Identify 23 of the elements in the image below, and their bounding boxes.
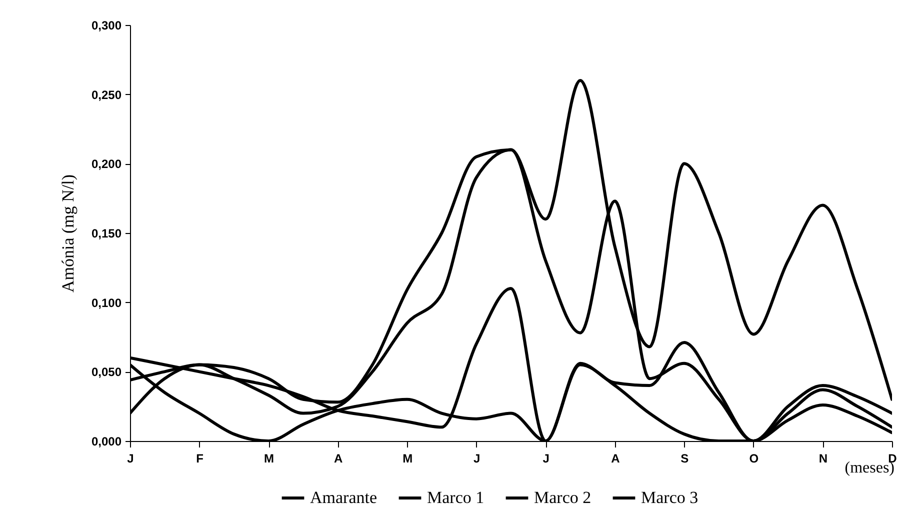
x-tick-label: M (402, 452, 413, 466)
x-tick-label: A (611, 452, 620, 466)
legend-label: Marco 1 (427, 488, 484, 507)
x-tick-label: J (474, 452, 480, 466)
x-tick-label: S (680, 452, 689, 466)
y-tick-label: 0,200 (91, 157, 122, 172)
y-tick-label: 0,300 (91, 18, 122, 32)
x-tick-label: M (264, 452, 274, 466)
x-tick-label: J (542, 452, 550, 466)
x-tick-label: F (196, 452, 204, 466)
legend-label: Marco 2 (534, 488, 592, 507)
y-axis-title: Amónia (mg N/l) (58, 174, 78, 293)
y-tick-label: 0,100 (91, 296, 122, 310)
x-tick-label: O (749, 452, 759, 466)
x-tick-label: J (127, 452, 134, 466)
y-tick-label: 0,050 (91, 365, 122, 380)
y-tick-label: 0,250 (91, 88, 122, 102)
y-tick-label: 0,150 (91, 226, 122, 240)
legend-label: Marco 3 (641, 488, 698, 507)
y-tick-label: 0,000 (91, 434, 122, 448)
legend-label: Amarante (310, 488, 378, 507)
x-tick-label: N (818, 452, 828, 466)
x-tick-label: A (334, 452, 343, 466)
